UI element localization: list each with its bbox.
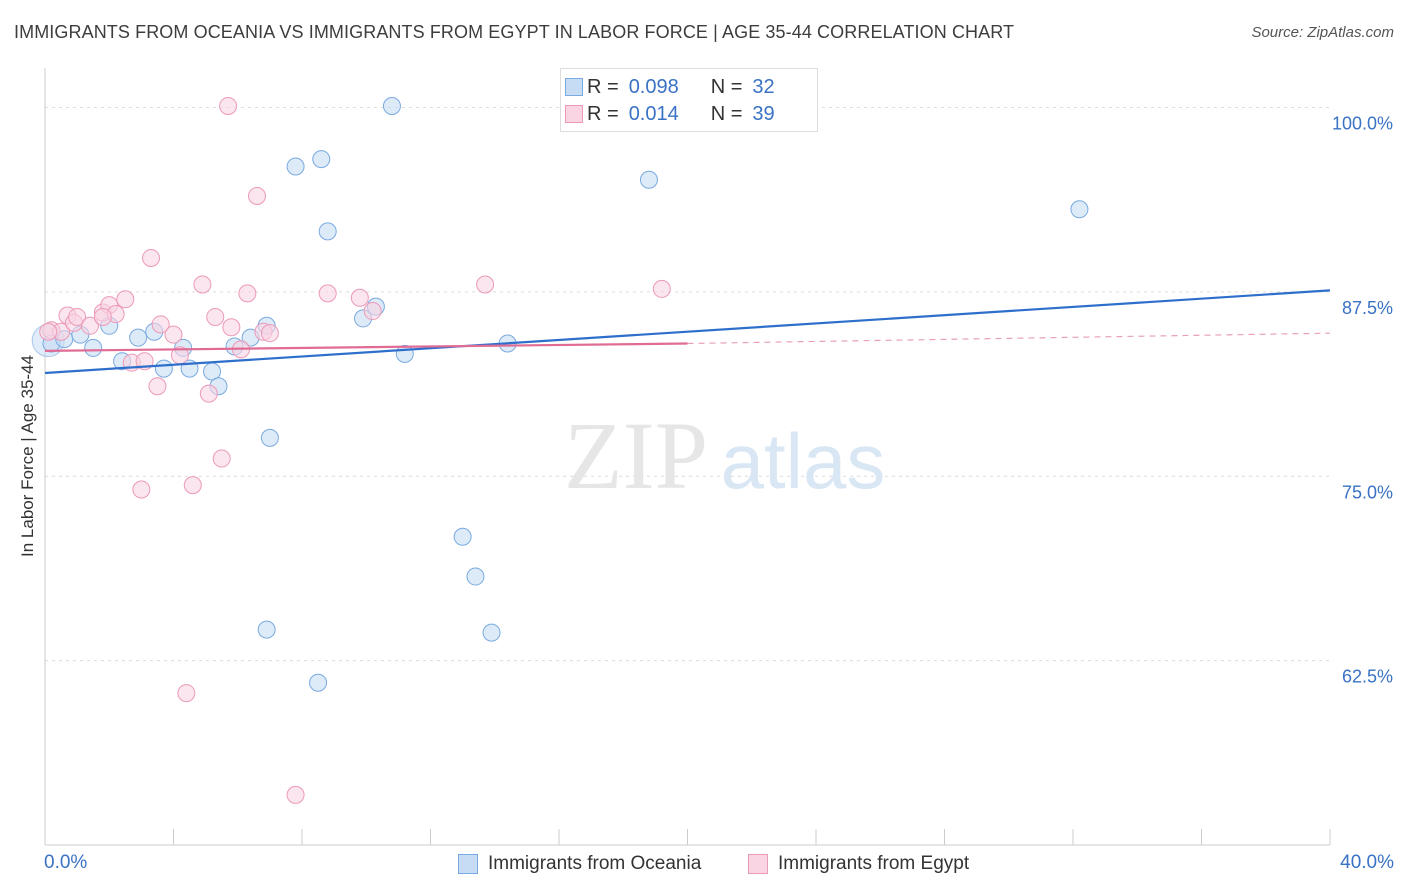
data-point-egypt <box>350 288 369 307</box>
data-point-egypt <box>199 384 218 403</box>
trend-line-oceania <box>44 289 1331 375</box>
x-tick-label-min: 0.0% <box>44 852 88 873</box>
trend-lines <box>44 289 1331 375</box>
trend-line-egypt <box>44 342 688 352</box>
data-point-oceania <box>318 222 337 241</box>
data-point-egypt <box>68 307 87 326</box>
data-point-oceania <box>286 157 305 176</box>
data-point-egypt <box>318 284 337 303</box>
data-point-egypt <box>286 785 305 804</box>
legend-swatch-oceania <box>565 78 583 96</box>
data-point-egypt <box>193 275 212 294</box>
data-point-egypt <box>260 324 279 343</box>
data-point-oceania <box>453 527 472 546</box>
axes <box>44 68 1331 846</box>
data-point-egypt <box>148 377 167 396</box>
watermark: ZIP atlas <box>564 402 885 509</box>
stats-legend: R = 0.098 N = 32 R = 0.014 N = 39 <box>560 68 818 132</box>
bottom-legend-swatch-oceania <box>458 854 478 874</box>
legend-n-label: N = <box>710 102 743 125</box>
data-point-egypt <box>652 279 671 298</box>
data-point-egypt <box>132 480 151 499</box>
data-point-oceania <box>129 328 148 347</box>
legend-r-value: 0.014 <box>628 102 679 125</box>
data-point-egypt <box>183 476 202 495</box>
legend-r-value: 0.098 <box>628 75 679 98</box>
legend-n-value: 39 <box>752 102 775 125</box>
data-point-egypt <box>238 284 257 303</box>
legend-n-label: N = <box>710 75 743 98</box>
data-point-egypt <box>212 449 231 468</box>
y-tick-label: 100.0% <box>1332 114 1393 134</box>
data-point-oceania <box>382 97 401 116</box>
y-tick-labels: 100.0% 87.5% 75.0% 62.5% <box>1332 114 1393 687</box>
data-point-egypt <box>116 290 135 309</box>
data-point-oceania <box>482 623 501 642</box>
legend-r-label: R = <box>587 102 619 125</box>
gridlines <box>45 107 1330 662</box>
data-point-egypt <box>164 325 183 344</box>
data-point-egypt <box>39 322 58 341</box>
data-point-egypt <box>151 315 170 334</box>
data-point-oceania <box>260 428 279 447</box>
data-point-egypt <box>177 684 196 703</box>
data-point-egypt <box>248 187 267 205</box>
bottom-legend-label-oceania: Immigrants from Oceania <box>488 853 702 874</box>
watermark-zip: ZIP <box>564 402 708 509</box>
data-point-oceania <box>309 673 328 692</box>
legend-row-egypt: R = 0.014 N = 39 <box>565 101 775 127</box>
data-points <box>31 97 1089 804</box>
data-point-egypt <box>222 318 241 337</box>
bottom-legend-label-egypt: Immigrants from Egypt <box>778 853 970 874</box>
data-point-oceania <box>466 567 485 586</box>
data-point-egypt <box>206 307 225 326</box>
data-point-egypt <box>219 97 238 116</box>
data-point-egypt <box>93 307 112 326</box>
data-point-egypt <box>142 248 161 267</box>
y-axis-label: In Labor Force | Age 35-44 <box>18 355 37 557</box>
source-label: Source: ZipAtlas.com <box>1251 24 1394 41</box>
bottom-legend-egypt: Immigrants from Egypt <box>748 852 969 876</box>
chart-title: IMMIGRANTS FROM OCEANIA VS IMMIGRANTS FR… <box>14 22 1015 42</box>
y-tick-label: 62.5% <box>1342 667 1393 687</box>
data-point-oceania <box>257 620 276 639</box>
y-tick-label: 75.0% <box>1342 482 1393 502</box>
data-point-egypt <box>476 275 495 294</box>
legend-row-oceania: R = 0.098 N = 32 <box>565 74 775 100</box>
legend-r-label: R = <box>587 75 619 98</box>
data-point-oceania <box>154 359 173 378</box>
x-tick-label-max: 40.0% <box>1340 852 1394 873</box>
legend-swatch-egypt <box>565 105 583 123</box>
legend-n-value: 32 <box>752 75 775 98</box>
y-tick-label: 87.5% <box>1342 298 1393 318</box>
data-point-oceania <box>84 338 103 357</box>
watermark-atlas: atlas <box>721 417 886 505</box>
data-point-oceania <box>639 170 658 189</box>
data-point-oceania <box>1070 200 1089 219</box>
data-point-egypt <box>80 316 99 335</box>
bottom-legend-swatch-egypt <box>748 854 768 874</box>
trend-line-egypt-extension <box>687 332 1331 345</box>
data-point-egypt <box>363 302 382 321</box>
data-point-oceania <box>312 150 331 169</box>
bottom-legend-oceania: Immigrants from Oceania <box>458 852 701 876</box>
